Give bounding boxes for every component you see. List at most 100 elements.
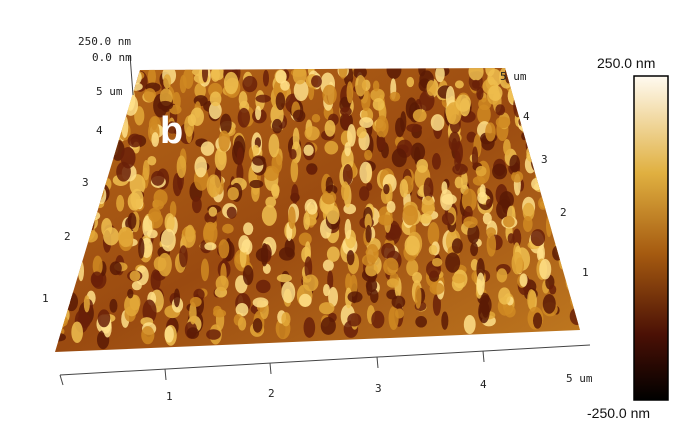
left-axis-label: 3	[82, 176, 89, 189]
surface-grain	[488, 85, 503, 101]
right-axis-label: 1	[582, 266, 589, 279]
axis-tick	[376, 356, 379, 369]
surface-grain	[479, 184, 486, 198]
surface-grain	[271, 153, 283, 174]
right-axis-label: 4	[523, 110, 530, 123]
surface-grain	[138, 237, 145, 259]
surface-grain	[169, 201, 177, 218]
surface-grain	[545, 213, 553, 238]
z-label: 0.0 nm	[92, 51, 132, 64]
surface-grain	[252, 318, 263, 333]
surface-grain	[475, 165, 487, 177]
surface-grain	[486, 232, 497, 257]
surface-grain	[88, 211, 101, 221]
surface-grain	[376, 136, 386, 151]
left-axis-label: 5 um	[96, 85, 123, 98]
surface-grain	[492, 163, 508, 180]
surface-grain	[522, 215, 533, 233]
surface-grain	[275, 92, 286, 111]
surface-grain	[323, 284, 330, 297]
surface-grain	[569, 292, 580, 309]
surface-grain	[421, 195, 435, 217]
surface-grain	[391, 148, 407, 168]
surface-grain	[304, 256, 313, 280]
surface-grain	[485, 68, 495, 77]
surface-grain	[569, 307, 580, 326]
surface-grain	[342, 164, 353, 186]
surface-grain	[430, 114, 445, 131]
surface-grain	[186, 327, 200, 339]
surface-grain	[395, 117, 405, 138]
surface-grain	[431, 257, 443, 267]
surface-grain	[538, 196, 549, 210]
surface-grain	[498, 287, 511, 305]
surface-grain	[206, 174, 221, 198]
surface-grain	[201, 68, 209, 83]
surface-grain	[471, 146, 479, 169]
surface-grain	[278, 247, 295, 261]
surface-grain	[189, 296, 202, 307]
surface-grain	[304, 241, 311, 262]
panel-label: b	[160, 110, 183, 152]
surface-grain	[467, 223, 480, 244]
surface-grain	[255, 94, 271, 103]
surface-grain	[176, 155, 187, 179]
surface-grain	[209, 91, 222, 107]
surface-grain	[476, 272, 485, 296]
surface-grain	[552, 245, 564, 261]
surface-grain	[356, 126, 367, 139]
surface-grain	[441, 193, 457, 205]
surface-grain	[77, 260, 85, 282]
surface-grain	[237, 316, 247, 331]
surface-grain	[355, 75, 367, 97]
surface-grain	[289, 148, 297, 160]
z-label: 250.0 nm	[78, 35, 131, 48]
surface-grain	[423, 177, 434, 201]
surface-grain	[214, 147, 227, 171]
surface-grain	[116, 194, 125, 212]
right-axis-label: 3	[541, 153, 548, 166]
surface-grain	[303, 144, 314, 156]
surface-grain	[359, 186, 370, 201]
right-axis-label: 2	[560, 206, 567, 219]
surface-grain	[255, 279, 271, 294]
surface-grain	[445, 252, 461, 273]
surface-grain	[157, 252, 172, 277]
surface-grain	[220, 113, 232, 134]
surface-grain	[265, 196, 277, 208]
surface-grain	[127, 192, 141, 211]
surface-grain	[530, 147, 542, 172]
axis-tick	[269, 362, 272, 375]
surface-grain	[389, 91, 401, 102]
surface-grain	[147, 68, 157, 86]
surface-grain	[275, 69, 287, 84]
surface-grain	[455, 94, 471, 112]
surface-grain	[129, 270, 141, 282]
surface-grain	[341, 181, 350, 201]
surface-grain	[151, 132, 160, 147]
surface-grain	[371, 310, 385, 329]
surface-grain	[60, 293, 71, 308]
surface-grain	[252, 297, 269, 308]
surface-texture	[55, 68, 580, 350]
axis-tick	[482, 350, 485, 363]
surface-grain	[299, 293, 312, 307]
surface-grain	[200, 141, 215, 156]
surface-grain	[507, 233, 515, 244]
surface-grain	[280, 80, 290, 91]
surface-grain	[485, 122, 496, 142]
surface-grain	[435, 68, 445, 83]
surface-grain	[127, 212, 137, 229]
surface-grain	[148, 207, 162, 222]
surface-grain	[292, 127, 300, 150]
surface-grain	[463, 216, 478, 228]
surface-grain	[146, 229, 158, 239]
surface-grain	[293, 79, 309, 102]
surface-grain	[472, 176, 486, 186]
surface-grain	[426, 80, 436, 96]
surface-grain	[412, 109, 427, 123]
surface-grain	[141, 326, 155, 345]
surface-grain	[129, 294, 141, 311]
surface-grain	[157, 100, 174, 111]
